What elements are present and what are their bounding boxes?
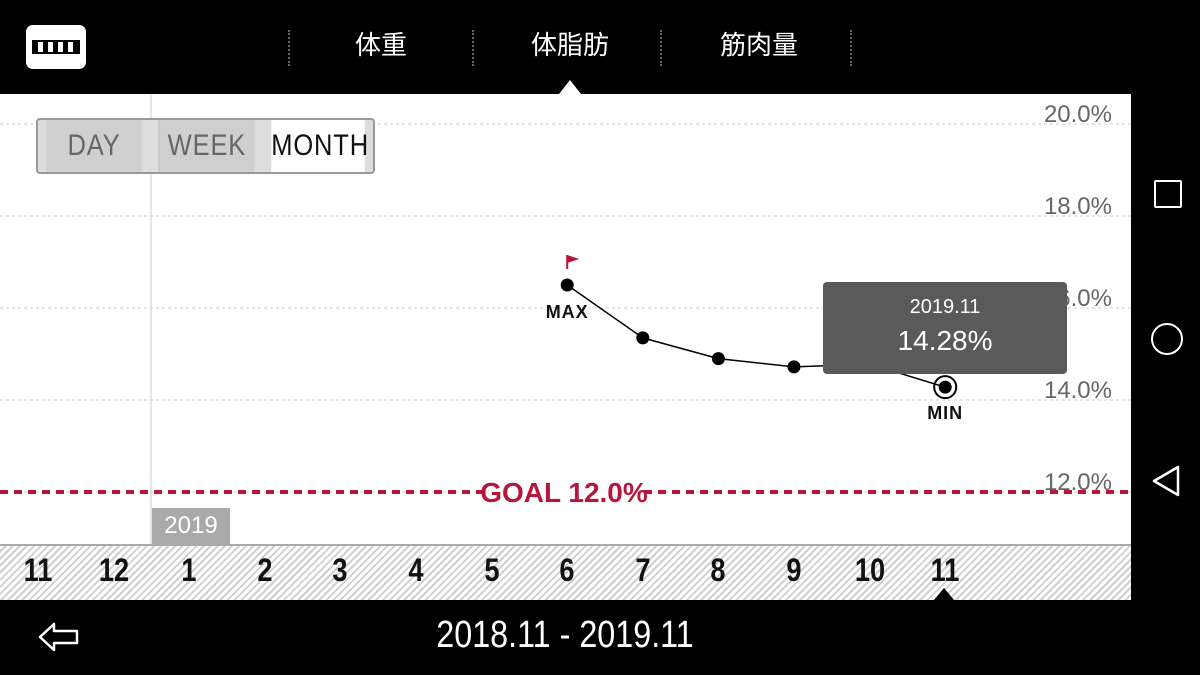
body-fat-chart: 20.0% 18.0% 16.0% 14.0% 12.0% GOAL 12.0% MAX MI… [0, 94, 1131, 600]
tooltip-value: 14.28% [897, 325, 993, 356]
data-point [787, 360, 801, 374]
period-day-button[interactable]: DAY [46, 120, 142, 172]
period-selector: DAY WEEK MONTH [36, 118, 375, 174]
tab-muscle-mass[interactable]: 筋肉量 [719, 31, 798, 61]
x-tick-label[interactable]: 5 [484, 552, 500, 588]
x-tick-label[interactable]: 3 [332, 552, 348, 588]
chart-canvas: 20.0%18.0%16.0%14.0%12.0%GOAL 12.0%MAXMI… [0, 94, 1131, 544]
y-tick-label: 14.0% [1044, 377, 1112, 404]
y-tick-label: 20.0% [1044, 101, 1112, 128]
data-point [636, 331, 650, 345]
selected-month-pointer [934, 588, 954, 600]
x-tick-label[interactable]: 11 [930, 552, 960, 588]
x-tick-label[interactable]: 7 [635, 552, 651, 588]
period-month-button[interactable]: MONTH [271, 120, 368, 172]
x-tick-label[interactable]: 8 [710, 552, 726, 588]
back-arrow-icon[interactable] [38, 620, 80, 654]
goal-label-bg [490, 476, 638, 508]
tooltip-date: 2019.11 [909, 296, 981, 318]
max-flag-icon [567, 255, 580, 263]
x-axis[interactable]: 11 12 1 2 3 4 5 6 7 8 9 10 11 [0, 544, 1131, 600]
date-range-label: 2018.11 - 2019.11 [436, 614, 694, 656]
home-icon[interactable] [1151, 323, 1183, 355]
x-tick-label[interactable]: 11 [23, 552, 53, 588]
x-tick-label[interactable]: 9 [786, 552, 802, 588]
x-tick-label[interactable]: 4 [408, 552, 424, 588]
max-label: MAX [546, 302, 589, 322]
tab-divider [288, 30, 290, 66]
period-week-button[interactable]: WEEK [158, 120, 255, 172]
selected-point-ring [933, 375, 958, 400]
goal-label: GOAL 12.0% [480, 477, 648, 508]
tab-weight[interactable]: 体重 [354, 31, 407, 61]
recent-apps-icon[interactable] [1154, 180, 1182, 208]
active-tab-pointer [559, 80, 581, 94]
x-tick-label[interactable]: 10 [854, 552, 885, 588]
tab-divider [472, 30, 474, 66]
x-tick-label[interactable]: 1 [181, 552, 197, 588]
top-bar: 体重 体脂肪 筋肉量 [0, 0, 1200, 94]
data-point [938, 380, 952, 394]
data-point [711, 352, 725, 366]
x-tick-label[interactable]: 2 [257, 552, 273, 588]
year-tag: 2019 [152, 508, 230, 544]
x-tick-label[interactable]: 12 [98, 552, 129, 588]
min-label: MIN [927, 403, 963, 423]
data-point [560, 278, 574, 292]
android-nav-bar [1131, 0, 1200, 675]
x-tick-label[interactable]: 6 [559, 552, 575, 588]
tab-body-fat[interactable]: 体脂肪 [530, 31, 609, 61]
value-tooltip: 2019.11 14.28% [823, 282, 1067, 374]
y-tick-label: 18.0% [1044, 193, 1112, 220]
tab-divider [660, 30, 662, 66]
back-triangle-icon[interactable] [1151, 465, 1181, 497]
tab-divider [850, 30, 852, 66]
scale-logo-icon[interactable] [26, 25, 86, 69]
bottom-bar: 2018.11 - 2019.11 [0, 600, 1131, 675]
